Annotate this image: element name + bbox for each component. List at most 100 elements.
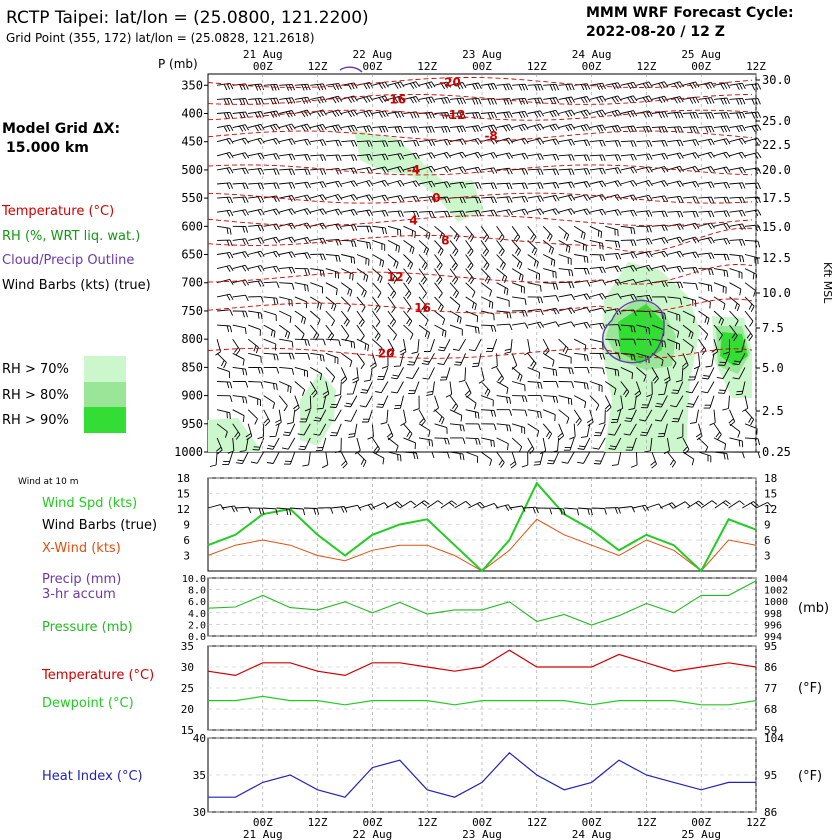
wind-barb <box>232 395 248 404</box>
wind-barb <box>573 338 587 352</box>
wind-barb <box>356 282 367 298</box>
wind-barb <box>294 168 311 176</box>
wind-barb <box>263 110 280 118</box>
wind-barb <box>620 95 638 103</box>
hour-tick-label-top: 12Z <box>527 60 547 73</box>
wind-barb <box>439 367 451 381</box>
wind-barb <box>589 352 606 360</box>
wind-barb <box>713 437 727 451</box>
wind-barb <box>372 254 385 268</box>
wind-barb <box>574 83 591 91</box>
pressure-tick-label: 998 <box>764 609 782 620</box>
wind-barb <box>449 254 458 271</box>
hour-tick-label-top: 00Z <box>472 60 492 73</box>
wind-barb <box>481 209 498 217</box>
wind-barb <box>209 451 218 467</box>
wind-barb <box>729 124 746 133</box>
wind-barb <box>558 321 576 328</box>
wind-barb <box>252 437 265 451</box>
pressure-unit-label: (mb) <box>798 601 829 616</box>
wind-barb <box>328 409 342 422</box>
wind-barb <box>217 196 233 204</box>
pressure-tick-label: 850 <box>181 360 203 374</box>
wind-barb <box>527 153 544 161</box>
wind-barb <box>511 268 524 282</box>
wind-barb <box>543 366 558 377</box>
wind-barb <box>449 166 467 174</box>
wind-barb <box>232 251 249 258</box>
wind-barb <box>269 423 280 438</box>
wind-barb <box>434 254 443 271</box>
wind-barb <box>407 353 420 366</box>
wind-barb <box>310 237 327 245</box>
wind-barb <box>636 81 653 89</box>
wind-barb <box>713 268 729 277</box>
wind-barb <box>542 225 553 242</box>
wind-barb <box>698 451 712 463</box>
wind-barb <box>325 139 342 147</box>
temp-f-tick-label: 95 <box>764 640 777 653</box>
wind-barb <box>496 167 513 175</box>
wind-barb <box>464 381 472 398</box>
wind-barb <box>558 409 570 424</box>
wind-barb <box>403 282 412 299</box>
wind-barb <box>422 367 435 380</box>
wind-barb <box>247 338 259 354</box>
wind-barb <box>356 239 372 250</box>
wind-barb <box>496 240 505 257</box>
wind-barb <box>263 265 280 273</box>
wind-barb <box>561 451 575 464</box>
wind-barb <box>631 451 638 468</box>
wind-barb <box>713 282 727 294</box>
wind-barb <box>434 96 451 105</box>
wind-barb <box>325 310 335 327</box>
wind-barb <box>577 451 591 464</box>
wind-barb <box>625 437 637 451</box>
legend-x-wind: X-Wind (kts) <box>42 541 121 556</box>
wind-barb <box>449 97 467 105</box>
wind-barb <box>294 181 311 189</box>
wind-barb <box>667 236 684 244</box>
wind-barb <box>310 194 327 202</box>
wind-barb <box>465 282 476 298</box>
wind-barb <box>701 381 715 394</box>
height-tick-label: 10.0 <box>762 286 791 300</box>
wind-barb <box>543 138 560 146</box>
hour-tick-label-bottom: 12Z <box>527 816 547 829</box>
wind-barb <box>434 423 448 434</box>
wind-barb <box>729 282 742 296</box>
wind-barb <box>232 324 247 335</box>
wind-barb <box>598 409 606 425</box>
wind-barb <box>279 97 296 105</box>
wind-barb <box>294 338 310 346</box>
wind-barb <box>434 210 451 218</box>
wind-barb <box>418 152 436 159</box>
surface-wind-barb <box>564 507 580 516</box>
wind-barb <box>406 367 420 380</box>
wind-barb <box>728 409 736 427</box>
wind-barb <box>620 209 637 217</box>
wind-barb <box>651 140 668 147</box>
wind-barb <box>330 423 342 437</box>
wind-barb <box>263 123 281 132</box>
wind-barb <box>356 451 367 468</box>
wind-barb <box>744 111 762 119</box>
wind-barb <box>732 353 746 366</box>
pressure-tick-label: 996 <box>764 620 782 631</box>
heat-index-line <box>208 751 756 798</box>
wind-barb <box>703 395 715 409</box>
wind-barb <box>418 126 435 134</box>
surface-wind-panel: 3 3 6 6 9 9 12 12 15 15 18 18 <box>177 472 777 573</box>
wind-barb <box>744 137 762 145</box>
wind-barb <box>248 111 265 119</box>
model-grid-label: Model Grid ΔX: <box>2 121 120 137</box>
wind-barb <box>216 423 228 438</box>
wind-barb <box>651 367 659 384</box>
wind-barb <box>263 381 278 391</box>
wind-barb <box>294 296 308 309</box>
wind-barb <box>394 395 404 410</box>
date-label-bottom: 23 Aug <box>462 828 502 840</box>
wind-tick-label-left: 18 <box>177 472 190 485</box>
hour-tick-label-bottom: 00Z <box>691 816 711 829</box>
wind-barb <box>605 180 622 187</box>
